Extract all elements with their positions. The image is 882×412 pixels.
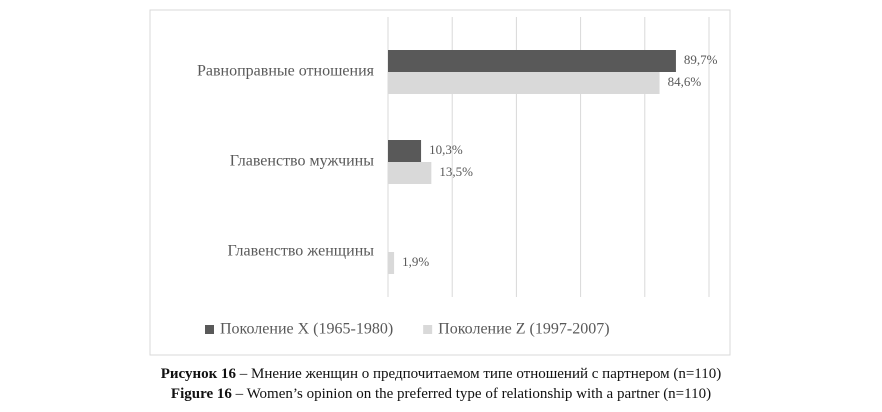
data-label: 13,5%: [439, 164, 473, 179]
legend-swatch: [423, 325, 433, 334]
data-label: 10,3%: [429, 142, 463, 157]
y-tick-label: Главенство женщины: [228, 243, 375, 260]
legend-swatch: [205, 325, 214, 334]
bar: [388, 162, 432, 184]
y-tick-label: Равноправные отношения: [197, 63, 375, 80]
caption-ru: Рисунок 16 – Мнение женщин о предпочитае…: [0, 366, 882, 383]
data-label: 84,6%: [668, 74, 702, 89]
bar: [388, 50, 676, 72]
caption-text: – Women’s opinion on the preferred type …: [235, 386, 712, 402]
legend-label: Поколение X (1965-1980): [220, 321, 393, 338]
bar: [388, 140, 422, 162]
caption-label: Figure 16: [170, 386, 232, 402]
bar: [388, 252, 395, 274]
caption-label: Рисунок 16: [160, 366, 237, 382]
bar: [388, 72, 660, 94]
legend-label: Поколение Z (1997-2007): [438, 321, 609, 338]
caption-en: Figure 16 – Women’s opinion on the prefe…: [0, 386, 882, 403]
caption-text: – Мнение женщин о предпочитаемом типе от…: [239, 366, 722, 382]
y-tick-label: Главенство мужчины: [230, 153, 375, 170]
data-label: 1,9%: [402, 254, 429, 269]
data-label: 89,7%: [684, 52, 718, 67]
